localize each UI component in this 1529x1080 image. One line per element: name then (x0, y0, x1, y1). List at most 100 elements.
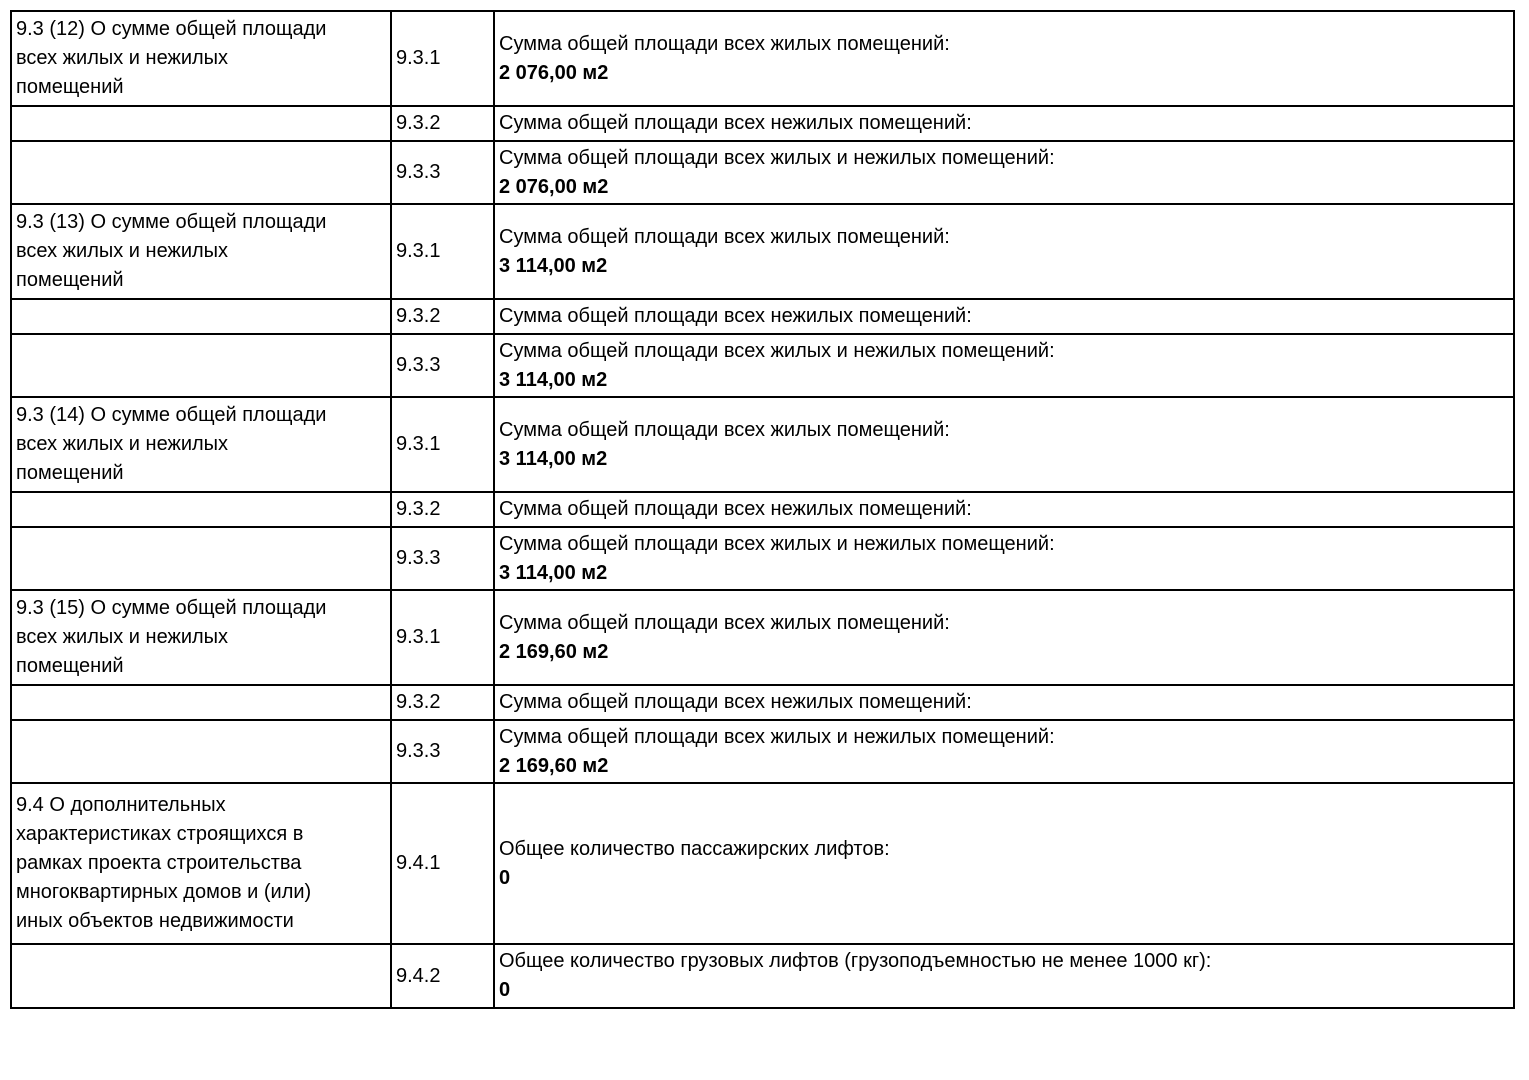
section-label-cell-empty (10, 491, 392, 528)
field-cell: Сумма общей площади всех жилых и нежилых… (493, 719, 1515, 784)
table-row: 9.3.2 Сумма общей площади всех нежилых по… (10, 105, 1515, 142)
field-label: Сумма общей площади всех жилых и нежилых… (499, 532, 1055, 555)
field-label: Сумма общей площади всех жилых и нежилых… (499, 339, 1055, 362)
item-number: 9.3.2 (396, 498, 441, 520)
table-row: 9.3 (12) О сумме общей площади всех жилы… (10, 10, 1515, 107)
field-label: Сумма общей площади всех нежилых помещен… (499, 305, 972, 327)
item-number: 9.3.3 (396, 547, 441, 569)
item-number: 9.4.2 (396, 964, 441, 987)
item-number: 9.4.1 (396, 852, 441, 874)
table-body: 9.3 (12) О сумме общей площади всех жилы… (10, 10, 1515, 1009)
section-label-cell-empty (10, 333, 392, 398)
item-number-cell: 9.3.1 (390, 203, 495, 300)
section-label-cell-empty (10, 298, 392, 335)
document-page: 9.3 (12) О сумме общей площади всех жилы… (10, 10, 1515, 1009)
item-number-cell: 9.3.3 (390, 333, 495, 398)
item-number: 9.3.1 (396, 47, 441, 69)
field-cell: Сумма общей площади всех жилых и нежилых… (493, 333, 1515, 398)
section-label-cell: 9.3 (15) О сумме общей площади всех жилы… (10, 589, 392, 686)
item-number: 9.3.2 (396, 691, 441, 713)
field-label: Сумма общей площади всех нежилых помещен… (499, 112, 972, 134)
item-number-cell: 9.3.1 (390, 589, 495, 686)
table-row: 9.4 О дополнительных характеристиках стр… (10, 782, 1515, 945)
item-number: 9.3.1 (396, 433, 441, 455)
field-value: 3 114,00 м2 (499, 254, 608, 277)
item-number-cell: 9.3.3 (390, 526, 495, 591)
table-row: 9.3 (14) О сумме общей площади всех жилы… (10, 396, 1515, 493)
section-label-cell-empty (10, 719, 392, 784)
item-number-cell: 9.4.2 (390, 943, 495, 1009)
item-number-cell: 9.3.3 (390, 719, 495, 784)
item-number: 9.3.1 (396, 626, 441, 648)
field-cell: Общее количество грузовых лифтов (грузоп… (493, 943, 1515, 1009)
field-cell: Сумма общей площади всех нежилых помещен… (493, 684, 1515, 721)
field-label: Сумма общей площади всех жилых помещений… (499, 225, 950, 248)
item-number: 9.3.2 (396, 112, 441, 134)
item-number: 9.3.3 (396, 354, 441, 376)
field-cell: Сумма общей площади всех нежилых помещен… (493, 491, 1515, 528)
table-row: 9.3.3 Сумма общей площади всех жилых и не… (10, 719, 1515, 784)
item-number: 9.3.3 (396, 161, 441, 183)
section-label: 9.4 О дополнительных характеристиках стр… (16, 794, 312, 932)
item-number-cell: 9.3.1 (390, 396, 495, 493)
field-cell: Сумма общей площади всех жилых и нежилых… (493, 140, 1515, 205)
field-label: Сумма общей площади всех нежилых помещен… (499, 498, 972, 520)
section-label-cell-empty (10, 140, 392, 205)
section-label-cell-empty (10, 105, 392, 142)
field-cell: Сумма общей площади всех жилых и нежилых… (493, 526, 1515, 591)
field-cell: Сумма общей площади всех жилых помещений… (493, 396, 1515, 493)
field-value: 2 169,60 м2 (499, 754, 609, 777)
field-cell: Сумма общей площади всех нежилых помещен… (493, 298, 1515, 335)
section-label: 9.3 (13) О сумме общей площади всех жилы… (16, 211, 327, 291)
section-label: 9.3 (12) О сумме общей площади всех жилы… (16, 18, 327, 98)
field-value: 2 076,00 м2 (499, 61, 609, 84)
field-label: Общее количество грузовых лифтов (грузоп… (499, 950, 1212, 972)
field-label: Сумма общей площади всех жилых и нежилых… (499, 146, 1055, 169)
table-row: 9.3.2 Сумма общей площади всех нежилых по… (10, 298, 1515, 335)
field-value: 2 169,60 м2 (499, 640, 609, 663)
field-label: Сумма общей площади всех жилых помещений… (499, 611, 950, 634)
section-label: 9.3 (15) О сумме общей площади всех жилы… (16, 597, 327, 677)
table-row: 9.3 (15) О сумме общей площади всех жилы… (10, 589, 1515, 686)
item-number: 9.3.1 (396, 240, 441, 262)
table-row: 9.3.2 Сумма общей площади всех нежилых по… (10, 491, 1515, 528)
item-number-cell: 9.3.2 (390, 105, 495, 142)
item-number: 9.3.3 (396, 740, 441, 762)
table-row: 9.3.3 Сумма общей площади всех жилых и не… (10, 526, 1515, 591)
field-cell: Сумма общей площади всех нежилых помещен… (493, 105, 1515, 142)
field-value: 3 114,00 м2 (499, 561, 608, 584)
table-row: 9.4.2 Общее количество грузовых лифтов (г… (10, 943, 1515, 1009)
item-number-cell: 9.4.1 (390, 782, 495, 945)
field-value: 2 076,00 м2 (499, 175, 609, 198)
section-label-cell-empty (10, 526, 392, 591)
field-value: 3 114,00 м2 (499, 447, 608, 470)
section-label-cell: 9.3 (13) О сумме общей площади всех жилы… (10, 203, 392, 300)
table-row: 9.3.3 Сумма общей площади всех жилых и не… (10, 140, 1515, 205)
field-cell: Сумма общей площади всех жилых помещений… (493, 203, 1515, 300)
field-label: Сумма общей площади всех жилых помещений… (499, 32, 950, 55)
field-label: Сумма общей площади всех жилых и нежилых… (499, 725, 1055, 748)
field-label: Сумма общей площади всех жилых помещений… (499, 418, 950, 441)
field-value: 3 114,00 м2 (499, 368, 608, 391)
item-number-cell: 9.3.2 (390, 491, 495, 528)
field-value: 0 (499, 979, 511, 1001)
item-number-cell: 9.3.1 (390, 10, 495, 107)
field-cell: Сумма общей площади всех жилых помещений… (493, 589, 1515, 686)
field-cell: Общее количество пассажирских лифтов: 0 (493, 782, 1515, 945)
table-row: 9.3.2 Сумма общей площади всех нежилых по… (10, 684, 1515, 721)
item-number: 9.3.2 (396, 305, 441, 327)
project-declaration-table: 9.3 (12) О сумме общей площади всех жилы… (10, 10, 1515, 1009)
field-cell: Сумма общей площади всех жилых помещений… (493, 10, 1515, 107)
section-label: 9.3 (14) О сумме общей площади всех жилы… (16, 404, 327, 484)
field-label: Общее количество пассажирских лифтов: (499, 837, 890, 860)
item-number-cell: 9.3.3 (390, 140, 495, 205)
table-row: 9.3 (13) О сумме общей площади всех жилы… (10, 203, 1515, 300)
section-label-cell-empty (10, 943, 392, 1009)
section-label-cell: 9.3 (12) О сумме общей площади всех жилы… (10, 10, 392, 107)
field-label: Сумма общей площади всех нежилых помещен… (499, 691, 972, 713)
section-label-cell-empty (10, 684, 392, 721)
table-row: 9.3.3 Сумма общей площади всех жилых и не… (10, 333, 1515, 398)
section-label-cell: 9.3 (14) О сумме общей площади всех жилы… (10, 396, 392, 493)
item-number-cell: 9.3.2 (390, 298, 495, 335)
item-number-cell: 9.3.2 (390, 684, 495, 721)
